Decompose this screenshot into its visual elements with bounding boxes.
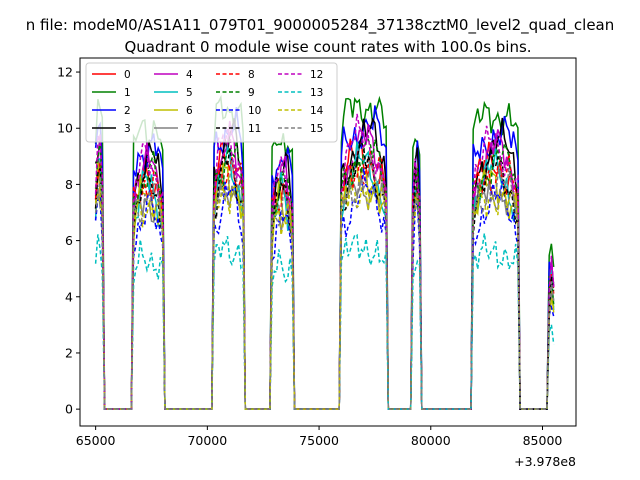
legend-label-9: 9	[248, 87, 255, 99]
plot-area-frame	[79, 57, 577, 427]
legend-label-12: 12	[310, 69, 323, 81]
legend-label-3: 3	[124, 123, 131, 135]
x-tick-label: 65000	[76, 433, 116, 448]
legend-label-10: 10	[248, 105, 261, 117]
legend-label-8: 8	[248, 69, 255, 81]
x-tick-label: 70000	[187, 433, 227, 448]
y-tick-label: 12	[57, 65, 73, 80]
legend-label-11: 11	[248, 123, 261, 135]
legend-label-4: 4	[186, 69, 193, 81]
x-axis: 65000 70000 75000 80000 85000	[76, 426, 563, 448]
series-line-13	[94, 233, 555, 410]
legend-label-6: 6	[186, 105, 193, 117]
series-line-15	[94, 154, 555, 410]
legend-label-0: 0	[124, 69, 131, 81]
legend-label-1: 1	[124, 87, 131, 99]
x-tick-label: 75000	[299, 433, 339, 448]
y-tick-label: 0	[65, 402, 73, 417]
series-layer	[94, 94, 555, 410]
y-tick-label: 8	[65, 177, 73, 192]
chart-suptitle: n file: modeM0/AS1A11_079T01_9000005284_…	[26, 16, 615, 35]
x-tick-label: 85000	[523, 433, 563, 448]
legend-label-2: 2	[124, 105, 131, 117]
legend-label-13: 13	[310, 87, 323, 99]
x-tick-label: 80000	[411, 433, 451, 448]
y-axis: 0 2 4 6 8 10 12	[57, 65, 80, 417]
legend-label-14: 14	[310, 105, 324, 117]
legend-label-5: 5	[186, 87, 193, 99]
y-tick-label: 2	[65, 345, 73, 360]
y-tick-label: 6	[65, 233, 73, 248]
legend-label-7: 7	[186, 123, 193, 135]
legend-box	[85, 62, 338, 143]
y-tick-label: 10	[57, 121, 73, 136]
x-axis-offset-label: +3.978e8	[514, 454, 576, 469]
series-line-14	[94, 181, 555, 410]
legend-label-15: 15	[310, 123, 323, 135]
y-tick-label: 4	[65, 289, 73, 304]
chart-title: Quadrant 0 module wise count rates with …	[124, 38, 531, 56]
